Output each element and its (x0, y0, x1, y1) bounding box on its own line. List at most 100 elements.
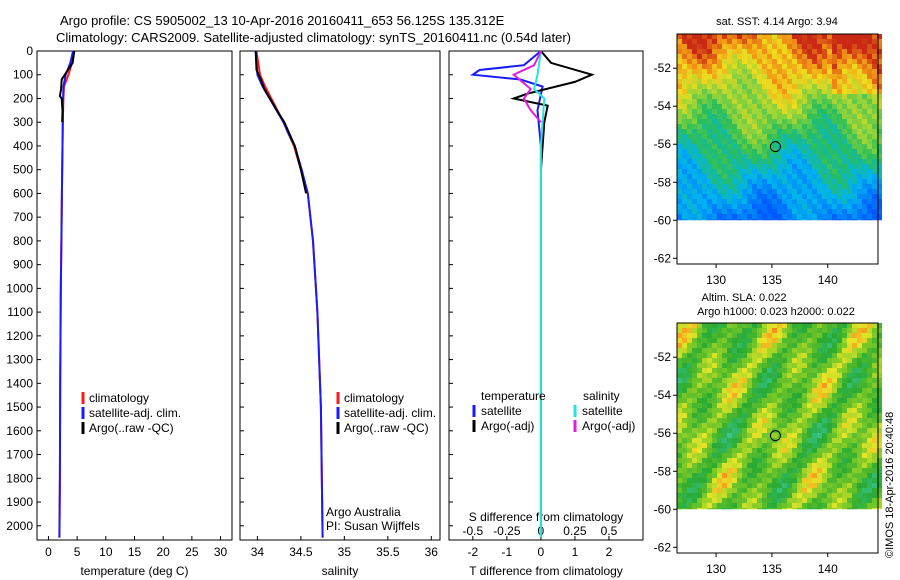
map-cell (802, 323, 807, 328)
map-cell (747, 189, 752, 194)
map-cell (857, 388, 862, 393)
map-cell (807, 383, 812, 388)
map-cell (832, 468, 837, 473)
map-cell (697, 413, 702, 418)
map-cell (767, 478, 772, 483)
map-cell (812, 44, 817, 49)
map-cell (827, 433, 832, 438)
map-cell (747, 388, 752, 393)
map-cell (692, 219, 697, 221)
map-cell (737, 388, 742, 393)
map-cell (682, 478, 687, 483)
map-cell (762, 353, 767, 358)
map-cell (832, 328, 837, 333)
map-cell (687, 328, 692, 333)
map-cell (722, 328, 727, 333)
temperature-profile-frame (36, 50, 233, 541)
map-cell (817, 488, 822, 493)
argo-position-marker (769, 141, 781, 153)
x-tick-label: 0 (45, 545, 52, 559)
map-cell (867, 418, 872, 423)
map-cell (862, 333, 867, 338)
map-cell (742, 373, 747, 378)
map-cell (807, 348, 812, 353)
map-cell (762, 433, 767, 438)
map-cell (877, 353, 882, 358)
map-cell (797, 194, 802, 199)
map-cell (767, 398, 772, 403)
map-cell (727, 209, 732, 214)
map-cell (702, 438, 707, 443)
map-cell (732, 368, 737, 373)
map-cell (807, 403, 812, 408)
map-cell (687, 403, 692, 408)
map-cell (707, 488, 712, 493)
map-cell (712, 159, 717, 164)
map-cell (702, 388, 707, 393)
map-cell (812, 428, 817, 433)
map-cell (772, 468, 777, 473)
map-cell (762, 209, 767, 214)
map-cell (822, 428, 827, 433)
map-cell (822, 383, 827, 388)
map-cell (867, 144, 872, 149)
map-cell (817, 483, 822, 488)
map-cell (677, 443, 682, 448)
map-cell (857, 398, 862, 403)
map-cell (842, 164, 847, 169)
map-cell (687, 149, 692, 154)
map-cell (777, 169, 782, 174)
map-cell (832, 388, 837, 393)
map-cell (722, 49, 727, 54)
map-cell (817, 109, 822, 114)
map-cell (747, 109, 752, 114)
map-cell (812, 64, 817, 69)
sst-map-cells (677, 34, 882, 221)
map-cell (692, 149, 697, 154)
map-cell (817, 373, 822, 378)
map-cell (812, 508, 817, 510)
map-cell (777, 34, 782, 39)
map-cell (692, 453, 697, 458)
map-cell (857, 338, 862, 343)
map-cell (802, 209, 807, 214)
map-cell (792, 403, 797, 408)
map-cell (697, 433, 702, 438)
map-cell (732, 149, 737, 154)
map-cell (792, 129, 797, 134)
difference-profile-frame (448, 50, 644, 541)
map-cell (722, 149, 727, 154)
map-cell (797, 498, 802, 503)
map-cell (677, 498, 682, 503)
map-cell (832, 483, 837, 488)
map-cell (717, 378, 722, 383)
map-cell (732, 498, 737, 503)
lat-tick-label: -58 (654, 464, 672, 478)
depth-tick-label: 1900 (6, 495, 33, 509)
map-cell (877, 54, 882, 59)
map-cell (677, 39, 682, 44)
map-cell (722, 54, 727, 59)
map-cell (762, 124, 767, 129)
map-cell (782, 124, 787, 129)
map-cell (782, 478, 787, 483)
map-cell (697, 508, 702, 510)
map-cell (802, 373, 807, 378)
map-cell (812, 468, 817, 473)
map-cell (692, 388, 697, 393)
map-cell (797, 463, 802, 468)
series-line (254, 50, 324, 538)
map-cell (847, 79, 852, 84)
map-cell (692, 343, 697, 348)
map-cell (727, 478, 732, 483)
map-cell (872, 428, 877, 433)
map-cell (867, 488, 872, 493)
map-cell (747, 59, 752, 64)
map-cell (807, 363, 812, 368)
map-cell (707, 373, 712, 378)
map-cell (707, 209, 712, 214)
map-cell (807, 508, 812, 510)
map-cell (807, 204, 812, 209)
map-cell (677, 124, 682, 129)
map-cell (697, 154, 702, 159)
